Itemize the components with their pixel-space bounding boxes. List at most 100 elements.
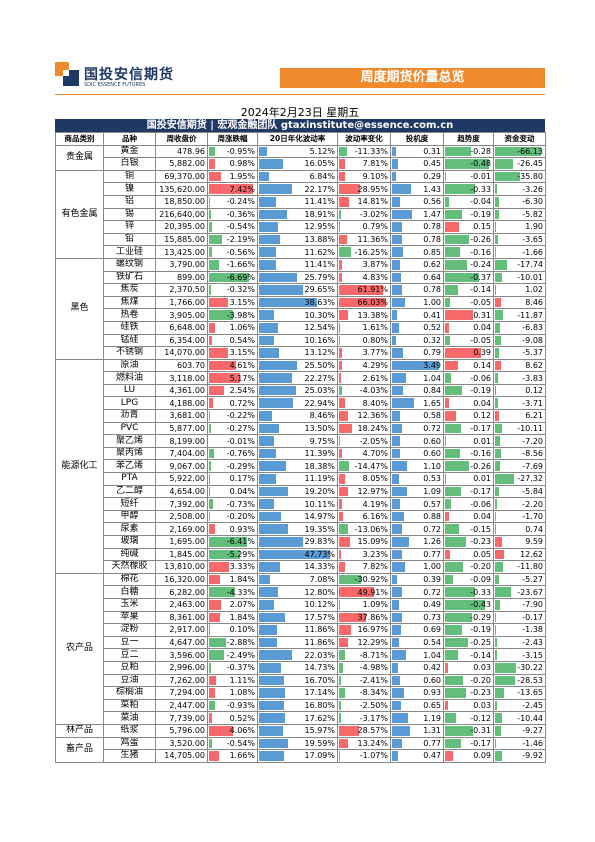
- cell-text: -0.22%: [226, 411, 255, 421]
- data-bar: [445, 184, 476, 194]
- cell-text: 3,790.00: [169, 260, 205, 270]
- cell-text: 17.62%: [304, 713, 335, 723]
- cell-text: 4.61%: [229, 360, 255, 370]
- data-bar: [209, 373, 240, 383]
- value-cell: 10.16%: [257, 333, 338, 348]
- cell-text: -0.48: [470, 159, 491, 169]
- table-row: 锰硅 6,354.00 0.54% 10.16% 0.80% 0.32 -0.05 -9.08: [56, 333, 546, 348]
- cell-text: 0.72: [423, 587, 441, 597]
- name-cell: 热卷: [103, 308, 156, 322]
- value-cell: -4.03%: [337, 383, 391, 398]
- data-bar: [339, 285, 383, 295]
- value-cell: 16.70%: [257, 673, 338, 688]
- cell-text: 28.57%: [357, 726, 388, 736]
- cell-text: 2.61%: [362, 373, 388, 383]
- cell-text: -0.37: [470, 272, 491, 282]
- data-bar: [392, 310, 398, 320]
- value-cell: 0.78: [390, 232, 444, 247]
- table-row: 锡 216,640.00 -0.36% 18.91% -3.02% 1.47 -0.19 -5…: [56, 207, 546, 222]
- value-cell: 18.24%: [337, 421, 391, 436]
- data-bar: [445, 196, 449, 207]
- value-cell: 13.24%: [337, 736, 391, 751]
- cell-text: 13.50%: [304, 423, 335, 433]
- value-cell: 19.20%: [257, 484, 338, 499]
- cell-text: -11.80: [517, 562, 543, 572]
- data-bar: [259, 398, 294, 409]
- cell-text: 0.52: [423, 323, 441, 333]
- cell-text: 1.84%: [229, 575, 255, 585]
- value-cell: 11.36%: [337, 232, 391, 247]
- data-bar: [445, 360, 458, 371]
- cell-text: 1.09: [423, 486, 441, 496]
- table-row: 苹果 8,361.00 1.84% 17.57% 37.86% 0.73 -0.29 -0.1…: [56, 610, 546, 625]
- value-cell: 17.62%: [257, 711, 338, 725]
- cell-text: 0.53: [423, 474, 441, 484]
- cell-text: 69,370.00: [164, 172, 205, 182]
- data-bar: [495, 436, 500, 446]
- value-cell: -2.50%: [337, 698, 391, 713]
- category-cell: 农产品: [55, 572, 104, 725]
- data-bar: [495, 461, 501, 472]
- data-bar: [495, 662, 516, 673]
- data-bar: [392, 385, 404, 396]
- cell-text: 0.39: [473, 348, 491, 358]
- value-cell: 0.93: [390, 686, 444, 700]
- cell-text: 3.49: [423, 360, 441, 370]
- value-cell: 4,188.00: [155, 396, 208, 411]
- data-bar: [392, 499, 400, 509]
- value-cell: -0.20%: [207, 509, 258, 524]
- cell-text: -30.22: [517, 663, 543, 673]
- data-bar: [445, 159, 490, 169]
- table-row: 有色金属铜 69,370.00 1.95% 6.84% 9.10% 0.29 -0.01 -3…: [55, 169, 546, 259]
- cell-text: 0.72%: [229, 398, 255, 408]
- data-bar: [259, 499, 275, 509]
- value-cell: -0.26: [443, 232, 494, 247]
- data-bar: [259, 159, 283, 169]
- value-cell: 1.11%: [207, 673, 258, 688]
- data-bar: [445, 448, 460, 459]
- cell-text: -0.06: [470, 373, 491, 383]
- value-cell: 25.03%: [257, 383, 338, 398]
- data-bar: [495, 196, 500, 207]
- cell-text: 8.05%: [362, 474, 388, 484]
- cell-text: 0.15: [473, 222, 491, 232]
- table-row: 短纤 7,392.00 -0.73% 10.11% 4.19% 0.57 -0.06 -2.2…: [56, 497, 546, 511]
- cell-text: -0.29%: [226, 461, 255, 471]
- cell-text: -30.92%: [354, 575, 388, 585]
- data-bar: [259, 385, 297, 396]
- value-cell: 0.49: [390, 597, 444, 612]
- value-cell: 0.72%: [207, 396, 258, 411]
- cell-text: 28.95%: [357, 184, 388, 194]
- data-bar: [339, 662, 343, 673]
- value-cell: 3.15%: [207, 346, 258, 360]
- data-bar: [445, 335, 450, 346]
- data-bar: [445, 688, 467, 698]
- data-bar: [445, 474, 446, 484]
- data-bar: [209, 335, 213, 346]
- cell-text: 6,648.00: [169, 323, 205, 333]
- data-bar: [392, 549, 403, 560]
- value-cell: 8.46: [493, 295, 546, 310]
- value-cell: 15.09%: [337, 535, 391, 549]
- cell-text: 1.04: [423, 373, 441, 383]
- data-bar: [495, 751, 502, 761]
- value-cell: 0.54%: [207, 333, 258, 348]
- table-row: 镍 135,620.00 7.42% 22.17% 28.95% 1.43 -0.33 -3.…: [56, 182, 546, 196]
- cell-text: 8.46: [525, 298, 543, 308]
- data-bar: [209, 587, 235, 597]
- cell-text: 0.64: [423, 272, 441, 282]
- data-bar: [445, 461, 469, 472]
- cell-text: 13.12%: [304, 348, 335, 358]
- value-cell: 1.84%: [207, 572, 258, 587]
- value-cell: -1.70: [493, 509, 546, 524]
- cell-text: -6.41%: [226, 537, 255, 547]
- cell-text: -0.12: [470, 713, 491, 723]
- cell-text: 16.80%: [304, 701, 335, 711]
- value-cell: 9,067.00: [155, 459, 208, 474]
- cell-text: 0.03: [473, 701, 491, 711]
- table-row: 热卷 3,905.00 -3.98% 10.30% 13.38% 0.41 0.31 -11.…: [56, 308, 546, 322]
- data-bar: [339, 700, 341, 711]
- cell-text: 1.04: [423, 650, 441, 660]
- data-bar: [339, 322, 341, 333]
- value-cell: 18.91%: [257, 207, 338, 222]
